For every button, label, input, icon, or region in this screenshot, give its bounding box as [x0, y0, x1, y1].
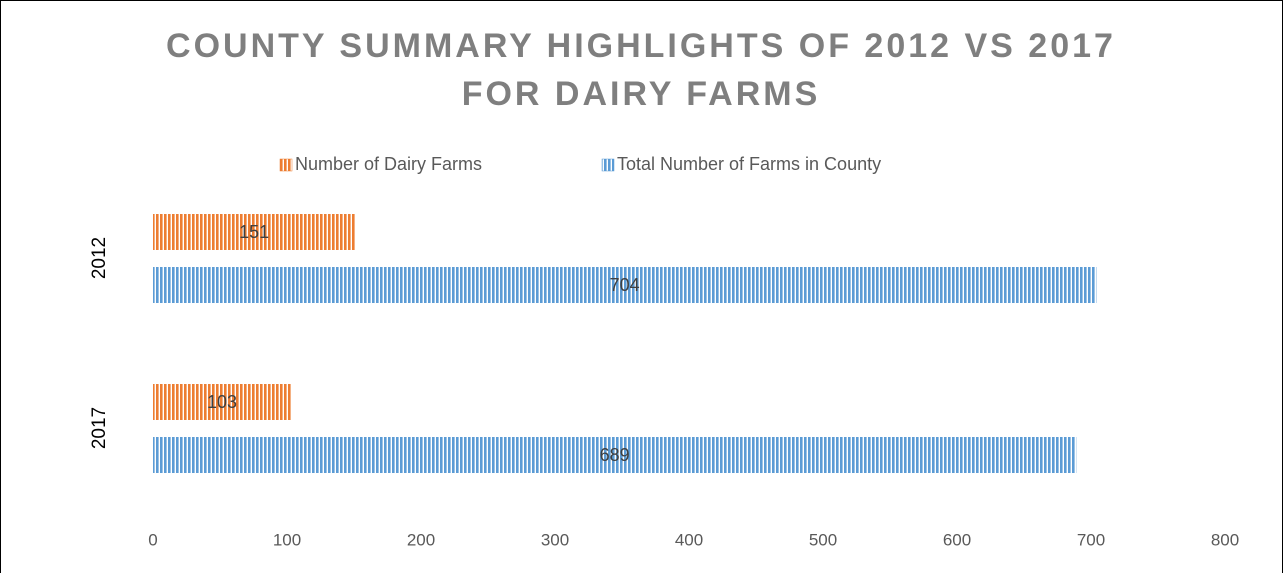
x-tick-label: 600 — [943, 530, 971, 549]
legend-swatch — [279, 158, 293, 172]
x-tick-label: 0 — [148, 530, 157, 549]
bar — [153, 267, 1097, 303]
data-label: 689 — [600, 445, 630, 465]
x-tick-label: 400 — [675, 530, 703, 549]
x-tick-label: 700 — [1077, 530, 1105, 549]
x-tick-label: 300 — [541, 530, 569, 549]
bar — [153, 437, 1077, 473]
chart-title: FOR DAIRY FARMS — [462, 75, 821, 113]
chart-title: COUNTY SUMMARY HIGHLIGHTS OF 2012 VS 201… — [166, 27, 1116, 65]
x-tick-label: 800 — [1211, 530, 1239, 549]
bar — [153, 214, 356, 250]
data-label: 103 — [207, 392, 237, 412]
legend-label: Number of Dairy Farms — [295, 154, 482, 174]
bar — [153, 384, 292, 420]
x-tick-label: 200 — [407, 530, 435, 549]
legend-label: Total Number of Farms in County — [617, 154, 881, 174]
data-label: 151 — [239, 222, 269, 242]
legend-swatch — [601, 158, 615, 172]
x-tick-label: 500 — [809, 530, 837, 549]
x-tick-label: 100 — [273, 530, 301, 549]
data-label: 704 — [610, 275, 640, 295]
y-tick-label: 2012 — [89, 237, 110, 279]
y-tick-label: 2017 — [89, 407, 110, 449]
